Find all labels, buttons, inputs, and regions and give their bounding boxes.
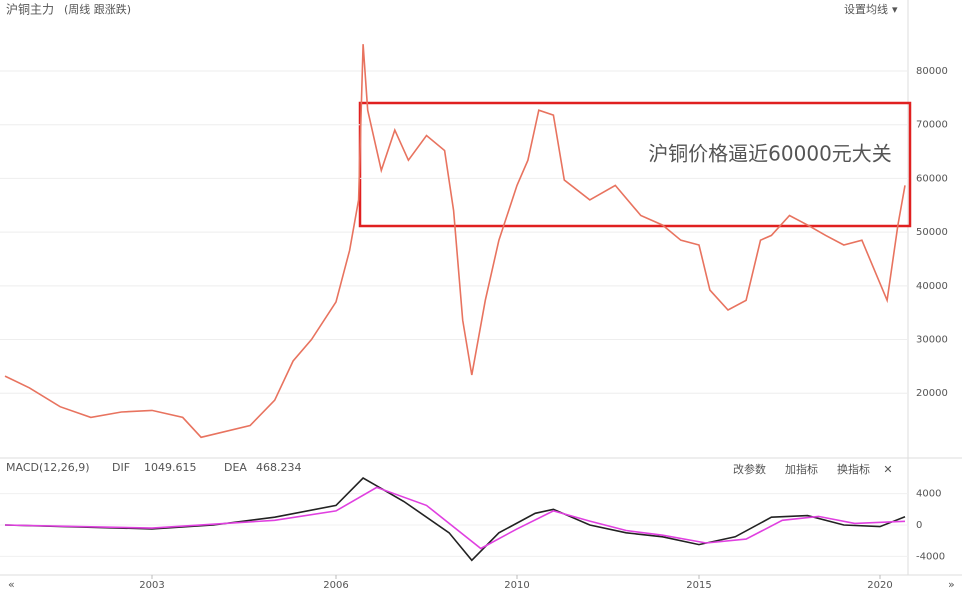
y-tick-label: 50000 [916, 227, 948, 238]
chart-subtitle: (周线 跟涨跌) [64, 2, 131, 16]
x-tick-label: 2015 [686, 580, 711, 591]
menu-arrow: ▾ [892, 3, 898, 16]
y-tick-label: 70000 [916, 120, 948, 131]
annotation: 沪铜价格逼近60000元大关 [648, 142, 892, 166]
indicator-button[interactable]: 加指标 [785, 462, 818, 476]
legend-name: DEA [224, 461, 247, 474]
y-tick-label: -4000 [916, 551, 945, 562]
legend-name: DIF [112, 461, 130, 474]
scroll-left[interactable]: « [8, 578, 15, 591]
close-button[interactable]: ✕ [883, 463, 892, 476]
menu[interactable]: 设置均线 [844, 2, 888, 16]
price-line [4, 44, 906, 439]
y-tick-label: 30000 [916, 335, 948, 346]
chart-title: 沪铜主力 [6, 2, 54, 17]
x-tick-label: 2003 [139, 580, 164, 591]
y-tick-label: 20000 [916, 388, 948, 399]
legend-value: 1049.615 [144, 461, 197, 474]
macd-line [4, 486, 906, 550]
y-tick-label: 4000 [916, 489, 941, 500]
indicator-button[interactable]: 改参数 [733, 462, 766, 476]
x-tick-label: 2010 [504, 580, 529, 591]
legend-value: 468.234 [256, 461, 302, 474]
y-tick-label: 80000 [916, 66, 948, 77]
macd-line [4, 476, 906, 562]
indicator-button[interactable]: 换指标 [837, 462, 870, 476]
scroll-right[interactable]: » [948, 578, 955, 591]
indicator-title: MACD(12,26,9) [6, 461, 90, 474]
x-tick-label: 2020 [867, 580, 892, 591]
y-tick-label: 0 [916, 520, 922, 531]
x-tick-label: 2006 [323, 580, 348, 591]
y-tick-label: 60000 [916, 173, 948, 184]
y-tick-label: 40000 [916, 281, 948, 292]
